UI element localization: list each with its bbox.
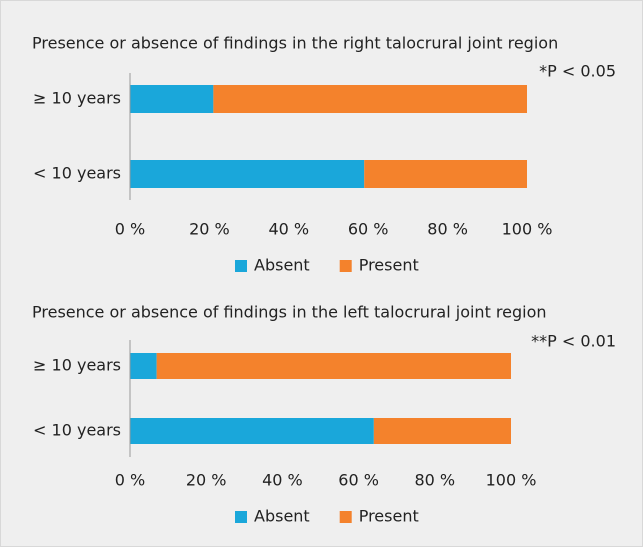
x-tick-label: 80 %: [414, 471, 455, 490]
bar-segment: [130, 418, 374, 444]
x-tick-label: 100 %: [486, 471, 537, 490]
chart-title: Presence or absence of findings in the l…: [32, 303, 547, 322]
x-tick-label: 20 %: [189, 220, 230, 239]
y-tick-label: ≥ 10 years: [33, 89, 121, 108]
annotation: *P < 0.05: [539, 62, 616, 81]
y-tick-label: < 10 years: [33, 164, 121, 183]
bar-segment: [130, 160, 365, 188]
legend-label: Present: [359, 507, 419, 526]
x-tick-label: 100 %: [502, 220, 553, 239]
bar-segment: [156, 353, 512, 379]
x-tick-label: 60 %: [338, 471, 379, 490]
legend-label: Absent: [254, 507, 310, 526]
legend-label: Present: [359, 256, 419, 275]
x-tick-label: 20 %: [186, 471, 227, 490]
y-tick-label: ≥ 10 years: [33, 356, 121, 375]
bar-segment: [213, 85, 527, 113]
legend-swatch: [235, 260, 247, 272]
bar-segment: [364, 160, 527, 188]
legend-label: Absent: [254, 256, 310, 275]
bar-segment: [373, 418, 511, 444]
legend-swatch: [339, 260, 352, 272]
chart-title: Presence or absence of findings in the r…: [32, 34, 558, 53]
bar-segment: [130, 85, 214, 113]
bar-segment: [130, 353, 157, 379]
y-tick-label: < 10 years: [33, 421, 121, 440]
legend-swatch: [235, 511, 247, 523]
x-tick-label: 40 %: [262, 471, 303, 490]
x-tick-label: 60 %: [348, 220, 389, 239]
x-tick-label: 0 %: [115, 220, 145, 239]
legend-swatch: [339, 511, 352, 523]
annotation: **P < 0.01: [531, 332, 616, 351]
x-tick-label: 40 %: [268, 220, 309, 239]
x-tick-label: 80 %: [427, 220, 468, 239]
x-tick-label: 0 %: [115, 471, 145, 490]
